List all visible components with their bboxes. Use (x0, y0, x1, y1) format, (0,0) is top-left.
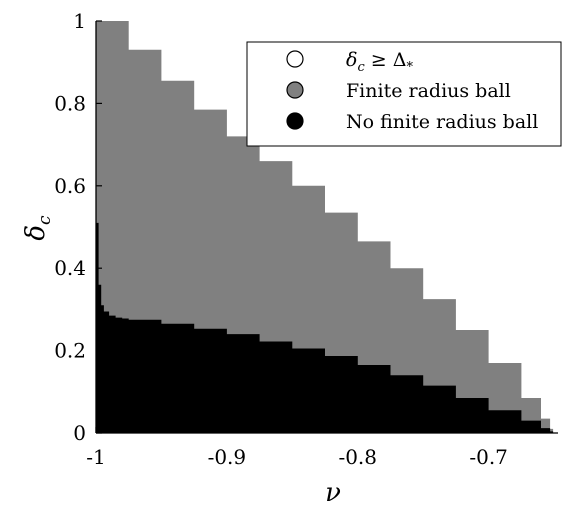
legend-label-nofinite: No finite radius ball (346, 111, 538, 133)
plot-frame (95, 21, 558, 434)
x-axis-label: ν (325, 478, 341, 506)
svg-text:δc: δc (21, 215, 55, 241)
x-tick-label: -0.8 (338, 445, 377, 469)
y-axis-label-main: δ (21, 225, 51, 241)
y-tick-label: 1 (73, 9, 86, 33)
plot-areas (96, 21, 554, 433)
x-tick-label: -0.9 (208, 445, 247, 469)
y-tick-label: 0.4 (54, 256, 86, 280)
legend-label-delta: δc ≥ Δ* (346, 49, 413, 75)
y-tick-label: 0 (73, 421, 86, 445)
legend: δc ≥ Δ* Finite radius ball No finite rad… (246, 41, 562, 147)
legend-marker-delta (286, 50, 304, 68)
y-tick-label: 0.6 (54, 174, 86, 198)
legend-marker-finite (286, 81, 304, 99)
region-no-finite-radius-ball (96, 222, 554, 433)
y-axis-label: δc (21, 215, 55, 241)
legend-marker-nofinite (286, 112, 304, 130)
x-tick-label: -1 (86, 445, 105, 469)
axis-ticks: -1 -0.9 -0.8 -0.7 0 0.2 0.4 0.6 0.8 1 (54, 9, 508, 469)
y-tick-label: 0.2 (54, 339, 86, 363)
y-tick-label: 0.8 (54, 91, 86, 115)
legend-label-finite: Finite radius ball (346, 80, 511, 102)
x-tick-label: -0.7 (469, 445, 508, 469)
y-axis-label-sub: c (35, 215, 55, 225)
